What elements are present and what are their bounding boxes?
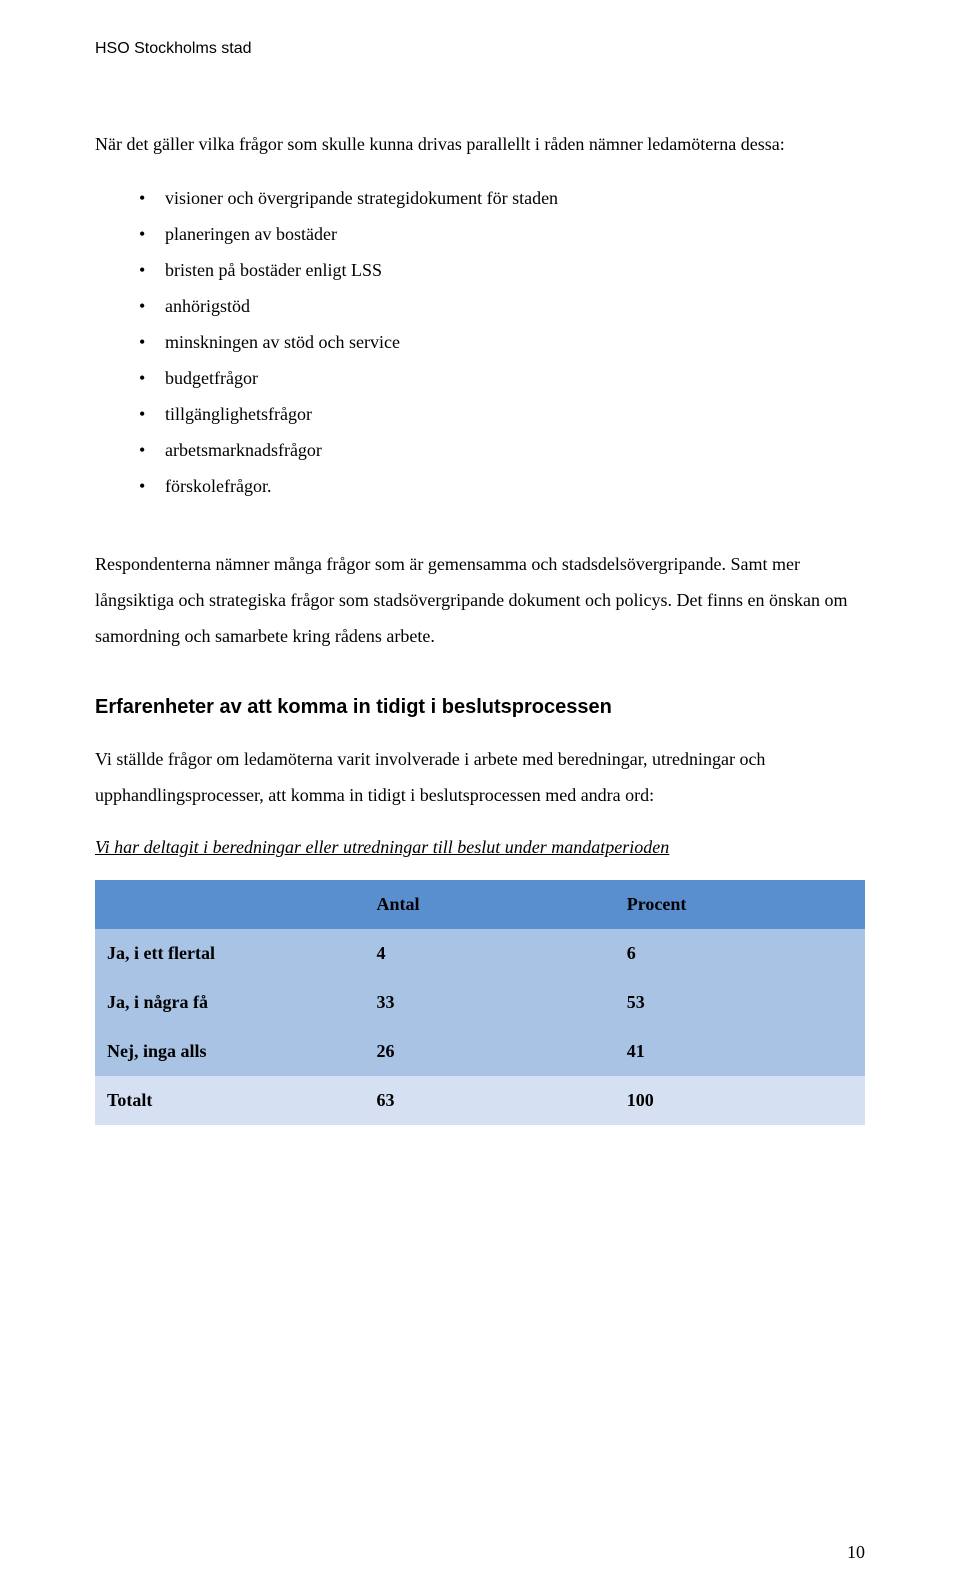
list-item: minskningen av stöd och service bbox=[139, 324, 865, 360]
table-header-cell bbox=[95, 880, 365, 929]
table-row: Ja, i ett flertal 4 6 bbox=[95, 929, 865, 978]
question-statement: Vi har deltagit i beredningar eller utre… bbox=[95, 837, 865, 858]
table-cell-procent: 53 bbox=[615, 978, 865, 1027]
list-item: arbetsmarknadsfrågor bbox=[139, 432, 865, 468]
table-cell-antal: 26 bbox=[365, 1027, 615, 1076]
table-cell-label: Ja, i några få bbox=[95, 978, 365, 1027]
table-cell-antal: 63 bbox=[365, 1076, 615, 1125]
page-header: HSO Stockholms stad bbox=[95, 40, 865, 58]
table-row: Ja, i några få 33 53 bbox=[95, 978, 865, 1027]
table-header-cell: Procent bbox=[615, 880, 865, 929]
table-row: Nej, inga alls 26 41 bbox=[95, 1027, 865, 1076]
table-header-row: Antal Procent bbox=[95, 880, 865, 929]
list-item: anhörigstöd bbox=[139, 288, 865, 324]
results-table: Antal Procent Ja, i ett flertal 4 6 Ja, … bbox=[95, 880, 865, 1125]
table-cell-procent: 6 bbox=[615, 929, 865, 978]
table-cell-label: Ja, i ett flertal bbox=[95, 929, 365, 978]
body-paragraph: Respondenterna nämner många frågor som ä… bbox=[95, 546, 865, 654]
list-item: förskolefrågor. bbox=[139, 468, 865, 504]
list-item: planeringen av bostäder bbox=[139, 216, 865, 252]
table-cell-antal: 4 bbox=[365, 929, 615, 978]
list-item: visioner och övergripande strategidokume… bbox=[139, 180, 865, 216]
table-header-cell: Antal bbox=[365, 880, 615, 929]
list-item: tillgänglighetsfrågor bbox=[139, 396, 865, 432]
page-number: 10 bbox=[847, 1542, 865, 1563]
table-cell-label: Nej, inga alls bbox=[95, 1027, 365, 1076]
body-paragraph-2: Vi ställde frågor om ledamöterna varit i… bbox=[95, 741, 865, 813]
table-cell-procent: 41 bbox=[615, 1027, 865, 1076]
table-cell-antal: 33 bbox=[365, 978, 615, 1027]
table-cell-label: Totalt bbox=[95, 1076, 365, 1125]
table-row: Totalt 63 100 bbox=[95, 1076, 865, 1125]
list-item: bristen på bostäder enligt LSS bbox=[139, 252, 865, 288]
intro-paragraph: När det gäller vilka frågor som skulle k… bbox=[95, 126, 865, 162]
bullet-list: visioner och övergripande strategidokume… bbox=[139, 180, 865, 504]
table-cell-procent: 100 bbox=[615, 1076, 865, 1125]
section-heading: Erfarenheter av att komma in tidigt i be… bbox=[95, 696, 865, 719]
list-item: budgetfrågor bbox=[139, 360, 865, 396]
